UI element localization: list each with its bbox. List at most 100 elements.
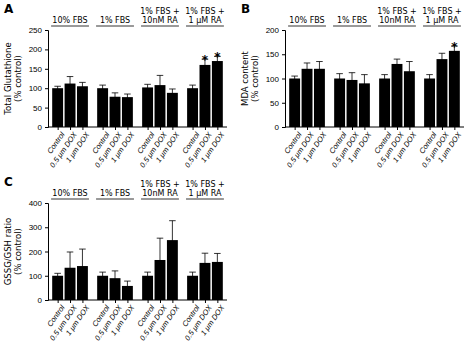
- error-bar-line: [316, 62, 323, 77]
- error-bar: [381, 75, 388, 83]
- bar: [289, 79, 300, 128]
- group-bracket: [141, 26, 179, 27]
- y-tick-mark: [282, 30, 285, 31]
- error-bar-line: [406, 62, 413, 81]
- error-bar-line: [426, 75, 433, 83]
- group-bracket: [378, 26, 416, 27]
- y-tick-label: 200: [29, 45, 43, 54]
- x-tick: 1 μm DOX: [64, 127, 92, 164]
- x-tick-label: 1 μm DOX: [199, 303, 227, 338]
- x-tick: 1 μm DOX: [391, 127, 419, 164]
- x-tick-mark: [82, 127, 83, 130]
- y-tick: 150: [29, 65, 48, 74]
- error-bar: [169, 89, 176, 97]
- group-bracket: [51, 199, 89, 200]
- y-tick-label: 150: [266, 50, 280, 59]
- error-bar: [54, 86, 61, 90]
- x-tick-mark: [127, 127, 128, 130]
- x-tick-label: 1 μm DOX: [436, 130, 464, 165]
- x-tick-mark: [148, 300, 149, 303]
- y-tick: 200: [29, 248, 48, 257]
- y-tick: 100: [266, 75, 285, 84]
- x-tick-mark: [319, 127, 320, 130]
- plot: 0100200300400Control0.5 μm DOX1 μm DOXCo…: [3, 180, 227, 342]
- error-bar-line: [79, 82, 86, 90]
- x-tick-mark: [307, 127, 308, 130]
- x-tick-mark: [295, 127, 296, 130]
- error-bar-line: [381, 75, 388, 83]
- marks: [52, 221, 223, 300]
- y-tick-label: 100: [29, 272, 43, 281]
- x-tick-mark: [160, 127, 161, 130]
- y-tick-mark: [45, 252, 48, 253]
- x-tick-mark: [127, 300, 128, 303]
- x-tick: 1 μm DOX: [154, 300, 182, 337]
- error-bar-line: [202, 253, 209, 272]
- error-bar: [144, 84, 151, 90]
- annotation: *: [214, 50, 221, 64]
- error-bar: [336, 74, 343, 84]
- y-tick: 300: [29, 223, 48, 232]
- group-bracket: [141, 199, 179, 200]
- x-tick-label: 1 μm DOX: [64, 303, 92, 338]
- x-tick-mark: [442, 127, 443, 130]
- error-bar-line: [157, 238, 164, 282]
- group-bracket: [186, 26, 224, 27]
- y-tick: 100: [29, 84, 48, 93]
- error-bar-line: [169, 221, 176, 260]
- y-tick-label: 100: [266, 75, 280, 84]
- y-tick-mark: [45, 69, 48, 70]
- x-tick-mark: [115, 300, 116, 303]
- x-axis: Control0.5 μm DOX1 μm DOXControl0.5 μm D…: [282, 127, 464, 169]
- bar: [167, 93, 178, 127]
- annotation: *: [451, 40, 458, 54]
- x-tick-mark: [217, 300, 218, 303]
- error-bar-line: [112, 271, 119, 286]
- error-bar: [99, 85, 106, 91]
- error-bar: [426, 75, 433, 83]
- y-tick-mark: [45, 300, 48, 301]
- group-header: 10% FBS: [52, 16, 87, 25]
- error-bar: [79, 82, 86, 90]
- x-tick-label: 1 μm DOX: [154, 130, 182, 165]
- y-tick: 400: [29, 199, 48, 208]
- x-tick-mark: [172, 300, 173, 303]
- panel: B*050100150200Control0.5 μm DOX1 μm DOXC…: [240, 2, 464, 169]
- bar: [97, 88, 108, 127]
- error-bar: [361, 75, 368, 92]
- error-bar-line: [189, 272, 196, 279]
- error-bar: [124, 94, 131, 100]
- error-bar: [189, 85, 196, 91]
- x-tick: 1 μm DOX: [301, 127, 329, 164]
- bar: [334, 79, 345, 128]
- y-axis-line: [282, 31, 286, 128]
- bar: [122, 97, 133, 127]
- panel-title: B: [241, 2, 250, 16]
- x-tick: 1 μm DOX: [199, 300, 227, 337]
- y-tick: 150: [266, 50, 285, 59]
- x-tick-mark: [364, 127, 365, 130]
- x-tick-mark: [385, 127, 386, 130]
- marks: [289, 46, 460, 127]
- error-bar-line: [291, 76, 298, 81]
- error-bar-line: [144, 272, 151, 279]
- bar: [142, 87, 153, 127]
- error-bar-line: [349, 73, 356, 88]
- error-bar: [157, 75, 164, 94]
- y-tick-label: 250: [29, 26, 43, 35]
- error-bar-line: [99, 272, 106, 279]
- error-bar-line: [361, 75, 368, 92]
- y-tick: 0: [275, 123, 285, 132]
- bar: [449, 51, 460, 127]
- group-header: 1% FBS +10nM RA: [140, 7, 180, 25]
- x-tick-mark: [103, 127, 104, 130]
- x-tick-mark: [205, 127, 206, 130]
- y-tick: 250: [29, 26, 48, 35]
- y-tick-mark: [45, 49, 48, 50]
- y-tick-mark: [45, 203, 48, 204]
- error-bar-line: [54, 86, 61, 90]
- x-tick-mark: [352, 127, 353, 130]
- x-tick-label: 1 μm DOX: [199, 130, 227, 165]
- x-tick-mark: [58, 300, 59, 303]
- x-axis-line: [285, 127, 464, 128]
